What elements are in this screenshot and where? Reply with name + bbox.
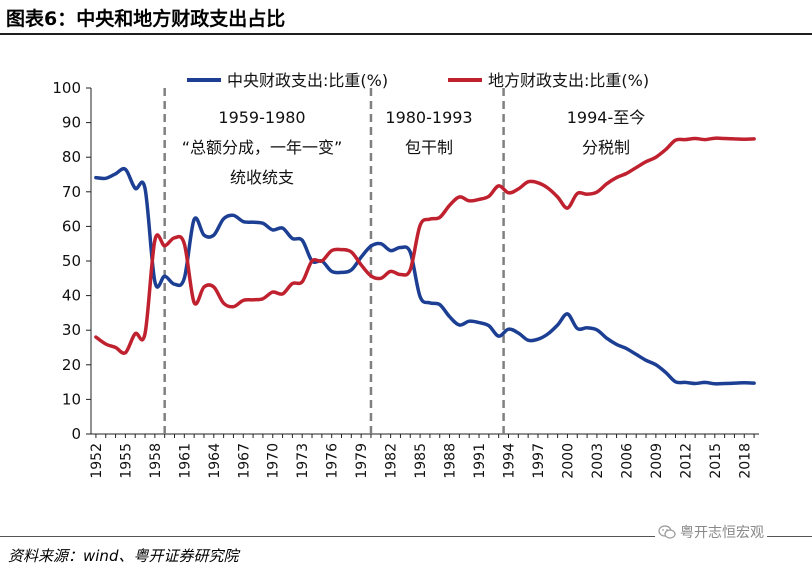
x-tick-label: 1991 (472, 443, 488, 479)
period-annotation: 1994-至今 (567, 108, 646, 127)
source-note: 资料来源：wind、粤开证券研究院 (8, 547, 239, 565)
local-expenditure-line (94, 136, 756, 355)
x-tick-label: 1958 (148, 443, 164, 479)
y-tick-label: 0 (71, 425, 81, 443)
y-tick-label: 90 (62, 114, 81, 132)
y-tick-label: 100 (52, 79, 81, 97)
x-tick-label: 2009 (649, 443, 665, 479)
x-tick-label: 1979 (354, 443, 370, 479)
x-tick-label: 2015 (708, 443, 724, 479)
legend-local-label: 地方财政支出:比重(%) (488, 71, 649, 90)
x-tick-label: 1976 (325, 443, 341, 479)
wechat-icon (658, 524, 676, 539)
x-tick-label: 1994 (502, 443, 518, 479)
watermark: 粤开志恒宏观 (655, 521, 767, 543)
period-annotation: 1980-1993 (385, 108, 472, 127)
period-annotation: 统收统支 (230, 168, 294, 187)
figure-title: 图表6：中央和地方财政支出占比 (6, 8, 286, 30)
x-tick-label: 1961 (177, 443, 193, 479)
x-tick-label: 1973 (295, 443, 311, 479)
y-tick-label: 80 (62, 148, 81, 166)
title-divider (0, 33, 812, 35)
period-annotation: “总额分成，一年一变” (182, 138, 343, 157)
period-annotation: 1959-1980 (218, 108, 305, 127)
x-tick-label: 2018 (737, 443, 753, 479)
y-tick-label: 30 (62, 321, 81, 339)
x-tick-label: 1967 (236, 443, 252, 479)
x-tick-label: 2012 (678, 443, 694, 479)
x-tick-label: 2000 (560, 443, 576, 479)
x-tick-label: 1985 (413, 443, 429, 479)
x-tick-label: 2003 (590, 443, 606, 479)
legend-central-label: 中央财政支出:比重(%) (227, 71, 388, 90)
y-tick-label: 50 (62, 252, 81, 270)
x-tick-label: 1982 (384, 443, 400, 479)
y-tick-label: 40 (62, 287, 81, 305)
x-tick-label: 1997 (531, 443, 547, 479)
x-tick-label: 2006 (619, 443, 635, 479)
x-tick-label: 1970 (266, 443, 282, 479)
y-tick-label: 70 (62, 183, 81, 201)
x-tick-label: 1964 (207, 443, 223, 479)
y-tick-label: 60 (62, 217, 81, 235)
footer-divider (0, 536, 812, 537)
y-tick-label: 20 (62, 356, 81, 374)
watermark-text: 粤开志恒宏观 (680, 525, 764, 541)
period-annotation: 分税制 (582, 138, 630, 157)
central-expenditure-line (94, 166, 756, 386)
y-tick-label: 10 (62, 390, 81, 408)
x-tick-label: 1955 (118, 443, 134, 479)
x-tick-label: 1952 (89, 443, 105, 479)
period-annotation: 包干制 (405, 138, 453, 157)
line-chart: 0 10 20 30 40 50 60 70 80 90 100 1952 1955 1958 1961 19… (52, 71, 759, 479)
x-tick-label: 1988 (443, 443, 459, 479)
